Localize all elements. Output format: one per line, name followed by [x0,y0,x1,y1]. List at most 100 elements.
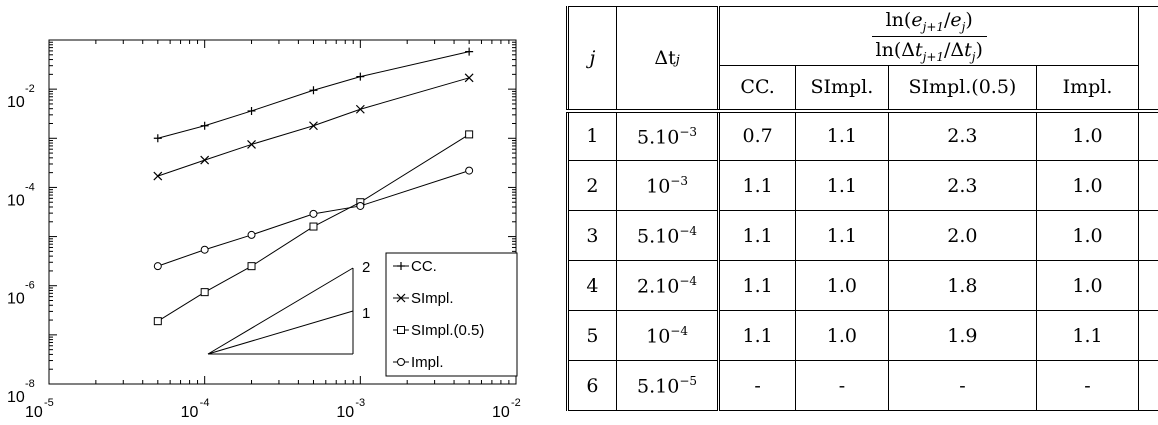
data-point-0 [309,86,318,95]
cell-dt: 5.10−3 [615,108,721,161]
data-point-3 [309,209,318,218]
data-point-0 [465,47,474,56]
cell-j: 1 [566,108,617,161]
header-dt: Δtj [615,6,721,111]
cell-dt: 10−4 [615,310,721,361]
cell-j: 4 [566,260,617,311]
cell-spacer [1138,160,1158,211]
cell-dt-exp: −3 [670,173,688,188]
header-j: j [566,6,617,111]
x-tick-label: 10 [336,404,354,421]
cell-dt-base: 10 [646,175,671,198]
cell-dt-base: 5.10 [637,375,680,398]
cell-value: - [794,360,889,411]
cell-value: 1.9 [887,310,1037,361]
cell-value: 1.0 [1035,210,1140,261]
cell-dt-exp: −3 [679,124,698,139]
data-point-2 [247,262,256,271]
data-point-3 [247,230,256,239]
cell-dt-base: 5.10 [637,225,680,248]
table-row: 3 5.10−4 1.1 1.1 2.0 1.0 [566,210,1158,261]
cell-dt-exp: −4 [679,223,698,238]
plot-frame [48,39,517,385]
table-row: 1 5.10−3 0.7 1.1 2.3 1.0 [566,108,1158,161]
cell-value: - [887,360,1037,411]
y-tick-label-exponent: -2 [25,83,35,95]
cell-dt-base: 10 [646,325,671,348]
legend-marker [397,326,405,334]
chart-svg: 10-510-410-310-210-810-610-410-221CC.SIm… [7,39,521,421]
data-point-3 [465,166,474,175]
cell-value: 0.7 [718,108,796,161]
header-spacer [1138,6,1158,111]
series-line-1 [157,77,470,177]
cell-value: 1.1 [718,210,796,261]
table-header-row: j Δtj ln(ej+1/ej) ln(Δtj+1/Δtj) [566,6,1158,111]
data-point-2 [153,317,162,326]
data-point-3 [153,262,162,271]
ratio-fraction: ln(ej+1/ej) ln(Δtj+1/Δtj) [871,9,987,63]
data-point-3 [356,201,365,210]
x-tick-label: 10 [181,404,199,421]
data-point-2 [465,130,474,139]
cell-spacer [1138,210,1158,261]
cell-dt-exp: −4 [679,273,698,288]
cell-value: 1.1 [1035,310,1140,361]
cell-value: - [1035,360,1140,411]
cell-dt-exp: −4 [670,323,688,338]
cell-value: 2.3 [887,108,1037,161]
x-tick-label: 10 [492,404,510,421]
table-row: 6 5.10−5 - - - - [566,360,1158,411]
x-tick-label-exponent: -3 [355,397,365,409]
method-header: Impl. [1035,65,1140,111]
y-tick-label: 10 [7,94,25,111]
data-point-0 [200,121,209,130]
cell-spacer [1138,260,1158,311]
cell-spacer [1138,310,1158,361]
y-tick-label: 10 [7,192,25,209]
cell-value: 2.0 [887,210,1037,261]
method-header: CC. [718,65,796,111]
data-point-1 [464,73,474,83]
cell-value: 1.1 [794,210,889,261]
slope-1-label: 1 [362,305,370,322]
data-point-0 [247,106,256,115]
table-row: 2 10−3 1.1 1.1 2.3 1.0 [566,160,1158,211]
y-tick-label-exponent: -4 [25,181,35,193]
cell-dt-base: 2.10 [637,275,680,298]
cell-dt-exp: −5 [679,373,698,388]
ratio-numerator: ln(ej+1/ej) [871,9,987,37]
legend-marker [397,262,405,270]
series-line-3 [157,170,470,267]
cell-value: 1.0 [1035,160,1140,211]
cell-value: 1.0 [794,260,889,311]
cell-dt: 10−3 [615,160,721,211]
cell-j: 6 [566,360,617,411]
table-row: 4 2.10−4 1.1 1.0 1.8 1.0 [566,260,1158,311]
method-header: SImpl. [794,65,889,111]
x-tick-label-exponent: -2 [511,397,521,409]
cell-spacer [1138,360,1158,411]
x-tick-label-exponent: -4 [200,397,210,409]
header-ratio: ln(ej+1/ej) ln(Δtj+1/Δtj) [718,6,1140,66]
cell-spacer [1138,108,1158,161]
header-dt-sub: j [675,52,680,68]
cell-value: - [718,360,796,411]
cell-value: 1.1 [718,160,796,211]
data-point-0 [153,134,162,143]
cell-dt-base: 5.10 [637,125,680,148]
data-point-3 [200,245,209,254]
data-point-2 [200,288,209,297]
legend-box [385,252,518,377]
series-line-2 [157,133,470,322]
slope-1-line [207,310,354,355]
data-point-1 [247,140,256,149]
header-j-text: j [589,46,596,69]
header-dt-text: Δt [654,46,676,69]
cell-value: 1.0 [794,310,889,361]
convergence-rate-table: j Δtj ln(ej+1/ej) ln(Δtj+1/Δtj) CC. SImp… [566,6,1158,411]
series-line-0 [157,51,470,139]
table-method-row: CC. SImpl. SImpl.(0.5) Impl. [568,65,1158,111]
cell-j: 2 [566,160,617,211]
cell-value: 1.1 [794,160,889,211]
